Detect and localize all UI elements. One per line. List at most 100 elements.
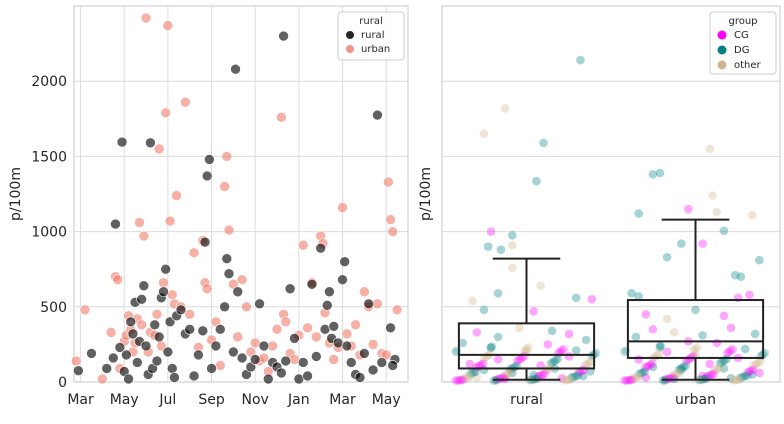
DG-point (468, 368, 478, 378)
other-point (712, 207, 722, 217)
rural-point (73, 365, 84, 377)
CG-point (539, 370, 548, 379)
other-point (655, 349, 664, 358)
other-point (562, 375, 572, 385)
other-point (631, 373, 641, 382)
CG-point (620, 376, 629, 385)
DG-point (637, 368, 647, 378)
legend-label-other: other (734, 60, 762, 71)
DG-point (655, 343, 664, 353)
CG-point (455, 375, 465, 385)
urban-point (151, 309, 163, 320)
CG-point (727, 345, 736, 355)
rural-point (228, 346, 239, 358)
CG-point (564, 352, 574, 361)
DG-point (735, 373, 745, 382)
other-point (728, 376, 738, 385)
rural-point (214, 324, 226, 335)
other-point (629, 373, 638, 383)
legend-box (337, 11, 405, 61)
other-point (472, 373, 482, 382)
x-tick-label: May (372, 392, 401, 408)
urban-point (236, 274, 248, 286)
urban-point (328, 354, 340, 365)
CG-point (705, 371, 714, 380)
other-point (515, 323, 524, 333)
legend-label-CG: CG (734, 30, 749, 41)
other-point (751, 359, 761, 369)
urban-point (70, 355, 82, 367)
y-tick-label: 0 (58, 375, 67, 391)
rural-point (169, 372, 180, 383)
CG-point (724, 348, 733, 357)
urban-point (359, 286, 370, 298)
rural-point (136, 293, 147, 305)
DG-point (591, 348, 601, 358)
other-point (524, 342, 533, 352)
x-tick-label: Mar (67, 392, 94, 408)
CG-point (512, 356, 522, 366)
rural-point (328, 321, 340, 332)
DG-point (750, 329, 760, 339)
DG-point (574, 371, 583, 380)
other-point (674, 368, 683, 378)
other-point (584, 358, 593, 368)
other-point (668, 371, 678, 380)
other-point (522, 344, 532, 353)
urban-point (171, 190, 182, 201)
DG-point (571, 372, 580, 381)
other-point (708, 191, 717, 200)
urban-point (391, 304, 403, 316)
CG-point (747, 366, 757, 375)
urban-point (153, 143, 165, 155)
rural-point (140, 340, 152, 352)
DG-point (532, 176, 541, 186)
other-point (747, 210, 757, 220)
rural-point (387, 360, 399, 371)
urban-point (311, 331, 322, 343)
urban-point (188, 247, 200, 258)
rural-point (151, 355, 163, 367)
CG-point (684, 204, 693, 214)
other-point (691, 344, 701, 353)
rural-point (372, 109, 383, 121)
CG-point (458, 375, 468, 385)
CG-point (681, 356, 691, 366)
CG-point (643, 361, 653, 371)
rural-point (280, 355, 292, 367)
rural-point (201, 170, 213, 182)
CG-point (626, 375, 635, 385)
urban-point (302, 322, 313, 334)
other-point (712, 364, 722, 374)
rural-point (376, 357, 388, 368)
CG-point (743, 368, 752, 377)
urban-point (201, 283, 213, 295)
legend-box (709, 11, 777, 75)
urban-point (221, 151, 233, 162)
urban-point (105, 327, 117, 338)
rural-point (219, 301, 230, 313)
DG-point (655, 168, 665, 178)
CG-point (709, 369, 719, 379)
DG-point (627, 288, 636, 298)
CG-point (641, 310, 651, 319)
CG-point (634, 355, 644, 364)
y-axis-label: p/100m (8, 167, 24, 221)
other-point (559, 376, 569, 385)
other-point (563, 375, 573, 385)
rural-point (367, 364, 379, 376)
urban-point (184, 309, 195, 320)
CG-point (624, 375, 634, 385)
DG-point (547, 326, 557, 336)
DG-point (702, 374, 711, 383)
DG-point (553, 354, 563, 364)
CG-point (712, 338, 722, 348)
CG-point (493, 355, 503, 364)
CG-point (486, 227, 496, 236)
other-point (715, 363, 724, 373)
DG-point (698, 331, 707, 340)
rural-point (175, 304, 187, 316)
DG-point (634, 369, 644, 379)
DG-point (465, 369, 475, 379)
